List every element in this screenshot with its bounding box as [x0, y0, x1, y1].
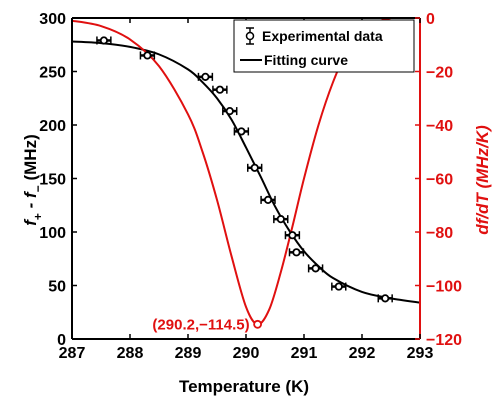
y-left-title-f: f [21, 218, 40, 226]
x-tick-label: 290 [233, 345, 260, 362]
y-left-tick-label: 250 [39, 65, 66, 82]
x-tick-label: 287 [59, 345, 86, 362]
point-marker [237, 127, 246, 136]
svg-text:f+ - f− (MHz): f+ - f− (MHz) [21, 134, 45, 225]
y-left-title-minus: - f [21, 190, 40, 213]
y-left-axis-title: f+ - f− (MHz) [21, 134, 45, 225]
minimum-marker [253, 319, 263, 329]
legend-box [233, 19, 415, 73]
y-right-tick-label: −100 [426, 279, 462, 296]
y-right-tick-label: 0 [426, 11, 435, 28]
point-marker [288, 231, 297, 240]
x-tick-label: 291 [291, 345, 318, 362]
point-marker [215, 85, 224, 94]
point-marker [381, 294, 390, 303]
point-marker [201, 72, 210, 81]
y-right-tick-label: −60 [426, 172, 453, 189]
legend-marker-experimental [245, 27, 255, 45]
y-left-tick-label: 300 [39, 11, 66, 28]
data-point [260, 195, 276, 204]
y-right-tick-label: −120 [426, 332, 462, 349]
x-tick-label: 288 [117, 345, 144, 362]
data-point [273, 215, 289, 224]
data-point [246, 163, 263, 172]
point-marker [334, 282, 343, 291]
data-point [307, 264, 324, 273]
y-right-tick-label: −40 [426, 118, 453, 135]
data-point [377, 294, 393, 303]
y-left-tick-label: 200 [39, 118, 66, 135]
point-marker [276, 215, 285, 224]
y-left-title-sub: − [31, 185, 45, 192]
y-right-tick-label: −80 [426, 225, 453, 242]
point-marker [250, 163, 259, 172]
y-left-tick-label: 50 [48, 279, 66, 296]
data-points-layer [96, 36, 393, 329]
fitting-curve [72, 40, 420, 304]
legend: Experimental data Fitting curve [233, 19, 415, 73]
minimum-annotation: (290.2,−114.5) [152, 316, 249, 333]
legend-label-experimental: Experimental data [262, 28, 383, 44]
axes: 287 288 289 290 291 292 293 0 50 100 150 200 250 300 0… [39, 11, 462, 362]
data-point [288, 248, 305, 257]
x-axis-title: Temperature (K) [179, 377, 309, 396]
point-marker [263, 195, 273, 204]
data-point [139, 51, 156, 60]
y-left-title-unit: (MHz) [21, 134, 40, 185]
point-marker [311, 264, 320, 273]
y-right-axis-title: df/dT (MHz/K) [473, 125, 492, 235]
y-left-tick-label: 0 [57, 332, 66, 349]
point-marker [143, 51, 152, 60]
x-tick-label: 289 [175, 345, 202, 362]
point-marker [225, 106, 234, 116]
point-marker [292, 248, 301, 257]
data-point [197, 72, 214, 81]
legend-label-fitting: Fitting curve [264, 52, 348, 68]
data-point [233, 127, 250, 136]
y-right-tick-label: −20 [426, 65, 453, 82]
data-point [331, 282, 347, 291]
data-point [284, 231, 301, 240]
y-left-tick-label: 100 [39, 225, 66, 242]
data-point [222, 106, 238, 116]
y-left-tick-label: 150 [39, 172, 66, 189]
point-marker [99, 36, 109, 45]
data-point [212, 85, 228, 94]
x-tick-label: 292 [349, 345, 376, 362]
y-left-title-plus: + [31, 213, 45, 220]
x-tick-label: 293 [407, 345, 434, 362]
data-point [96, 36, 112, 45]
